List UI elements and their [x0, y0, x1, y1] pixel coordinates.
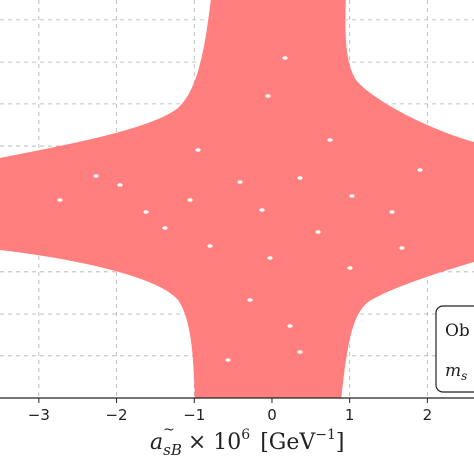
region-hole — [57, 198, 63, 202]
svg-text:asB× 106[GeV−1]: asB × 106 [GeV−1] — [150, 427, 345, 459]
legend-line-2-symbol: m — [445, 361, 461, 381]
legend-line-1: Ob — [445, 321, 470, 341]
x-tick-label: −1 — [183, 406, 205, 424]
legend-box: Ob ms — [435, 305, 474, 393]
legend-line-2-sub: s — [461, 369, 467, 383]
x-tick-label: 0 — [267, 406, 277, 424]
xlabel-sub: s — [163, 441, 171, 459]
region-hole — [349, 194, 355, 198]
xlabel-exp: 6 — [241, 427, 250, 443]
region-hole — [225, 358, 231, 362]
region-hole — [195, 148, 201, 152]
region-hole — [207, 244, 213, 248]
region-hole — [315, 230, 321, 234]
region-hole — [297, 350, 303, 354]
xlabel-times: × 10 — [188, 430, 241, 455]
region-hole — [399, 246, 405, 250]
legend-line-2: ms — [445, 361, 467, 383]
region-hole — [265, 94, 271, 98]
x-tick-label: 1 — [345, 406, 355, 424]
x-tick-label: −2 — [105, 406, 127, 424]
region-hole — [259, 208, 265, 212]
region-hole — [347, 266, 353, 270]
region-hole — [417, 168, 423, 172]
region-hole — [162, 226, 168, 230]
region-hole — [187, 198, 193, 202]
x-tick-label: −3 — [28, 406, 50, 424]
region-hole — [267, 256, 273, 260]
region-hole — [247, 298, 253, 302]
region-holes — [57, 56, 423, 362]
x-tick-label: 2 — [423, 406, 433, 424]
region-hole — [282, 56, 288, 60]
region-hole — [143, 210, 149, 214]
region-hole — [327, 138, 333, 142]
x-ticks: −3 −2 −1 0 1 2 — [28, 398, 432, 424]
region-hole — [389, 210, 395, 214]
xlabel-unit-close: ] — [336, 430, 345, 455]
region-hole — [287, 324, 293, 328]
xlabel-accent: ~ — [163, 422, 175, 438]
region-hole — [297, 176, 303, 180]
region-hole — [117, 183, 123, 187]
x-axis-title: asB × 106 [GeV−1] ~ — [150, 422, 345, 459]
xlabel-unit-exp: −1 — [315, 427, 336, 443]
xlabel-unit-open: [GeV — [260, 430, 316, 455]
region-hole — [237, 180, 243, 184]
xlabel-symbol: a — [150, 430, 163, 455]
allowed-region — [0, 0, 474, 398]
xlabel-sub2: B — [170, 441, 182, 459]
region-hole — [93, 174, 99, 178]
